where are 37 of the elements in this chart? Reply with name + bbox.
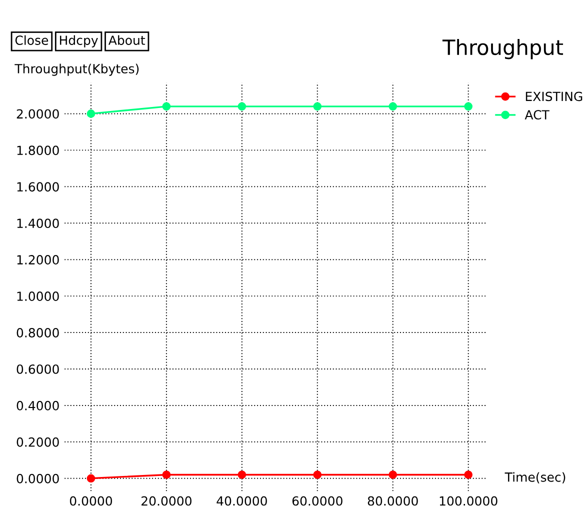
point <box>313 470 322 479</box>
x-tick-label: 100.0000 <box>440 496 498 506</box>
x-tick-label: 80.0000 <box>368 496 418 506</box>
y-tick-label: 1.0000 <box>17 292 59 301</box>
y-tick-label: 2.0000 <box>16 109 59 119</box>
point <box>464 470 473 479</box>
text: Close <box>15 35 48 45</box>
y-tick-label: 1.2000 <box>17 255 59 265</box>
text: About <box>108 35 146 45</box>
point <box>238 102 246 111</box>
point <box>238 470 246 479</box>
y-tick-label: 0.2000 <box>16 437 59 447</box>
y-tick-label: 1.8000 <box>17 146 59 156</box>
point <box>388 102 398 111</box>
y-axis-title: Throughput(Kbytes) <box>14 64 139 76</box>
y-tick-label: 0.4000 <box>16 400 59 410</box>
chart-title: Throughput <box>442 39 564 60</box>
x-tick-label: 60.0000 <box>292 496 342 506</box>
point <box>464 102 473 111</box>
legend-label: ACT <box>524 110 550 120</box>
point <box>86 110 96 118</box>
point <box>162 470 171 479</box>
x-axis-title: Time(sec) <box>504 472 566 484</box>
y-tick-label: 0.6000 <box>16 364 59 374</box>
point <box>388 470 398 479</box>
point <box>162 102 171 111</box>
y-tick-label: 1.4000 <box>17 218 59 228</box>
point <box>313 102 322 111</box>
y-tick-label: 1.6000 <box>17 182 59 192</box>
x-tick-label: 0.0000 <box>70 496 112 506</box>
x-tick-label: 40.0000 <box>216 496 267 506</box>
x-tick-label: 20.0000 <box>142 496 192 506</box>
y-tick-label: 0.8000 <box>16 328 59 338</box>
y-tick-label: 0.0000 <box>16 474 59 484</box>
legend-label: EXISTING <box>526 92 582 102</box>
point <box>86 474 96 483</box>
text: Hdcpy <box>60 35 98 48</box>
